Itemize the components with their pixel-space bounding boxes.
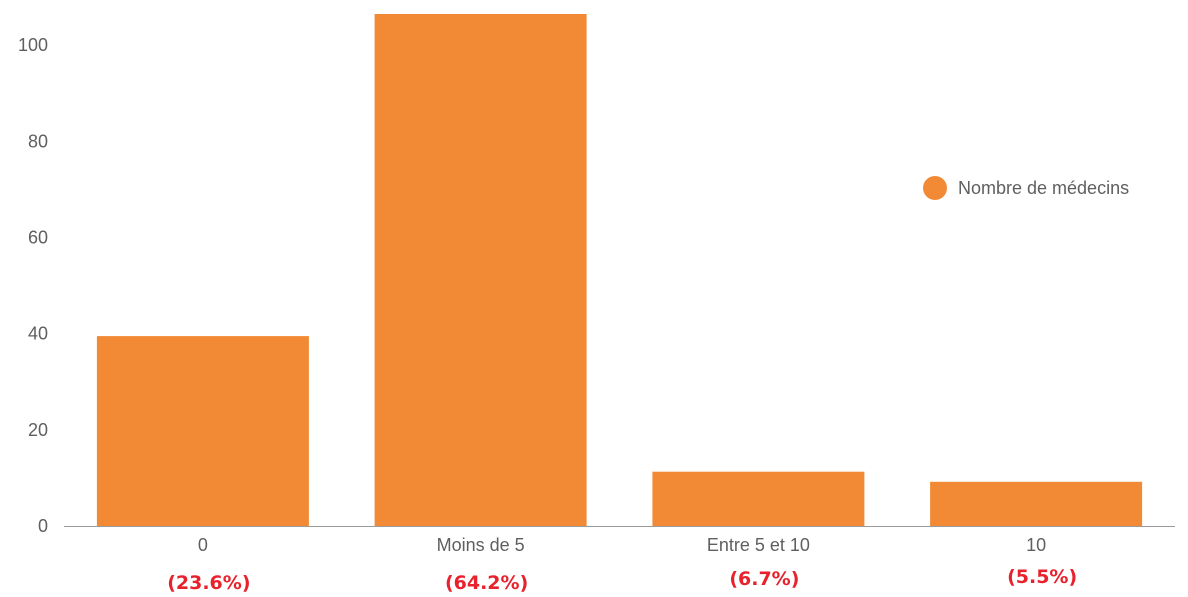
bar	[96, 336, 309, 526]
x-tick-label: Moins de 5	[437, 535, 525, 555]
x-tick-label: Entre 5 et 10	[707, 535, 810, 555]
x-tick-label: 10	[1026, 535, 1046, 555]
y-tick-label: 20	[28, 420, 48, 440]
bar	[930, 481, 1143, 526]
percentage-label: (5.5%)	[1007, 566, 1077, 588]
y-tick-label: 60	[28, 228, 48, 248]
x-tick-label: 0	[198, 535, 208, 555]
bar	[652, 471, 865, 526]
percentage-annotations: (23.6%) (64.2%) (6.7%) (5.5%)	[167, 566, 1077, 594]
bar	[374, 14, 587, 526]
x-axis-labels: 0 Moins de 5 Entre 5 et 10 10	[198, 535, 1046, 555]
percentage-label: (23.6%)	[167, 572, 250, 594]
percentage-label: (6.7%)	[729, 568, 799, 590]
y-tick-label: 40	[28, 324, 48, 344]
y-axis-ticks: 0 20 40 60 80 100	[18, 35, 48, 536]
bars-group	[96, 14, 1143, 526]
y-tick-label: 100	[18, 35, 48, 55]
legend-marker	[923, 176, 947, 200]
y-tick-label: 80	[28, 131, 48, 151]
y-tick-label: 0	[38, 516, 48, 536]
legend-label: Nombre de médecins	[958, 178, 1129, 198]
percentage-label: (64.2%)	[445, 572, 528, 594]
legend: Nombre de médecins	[923, 176, 1129, 200]
